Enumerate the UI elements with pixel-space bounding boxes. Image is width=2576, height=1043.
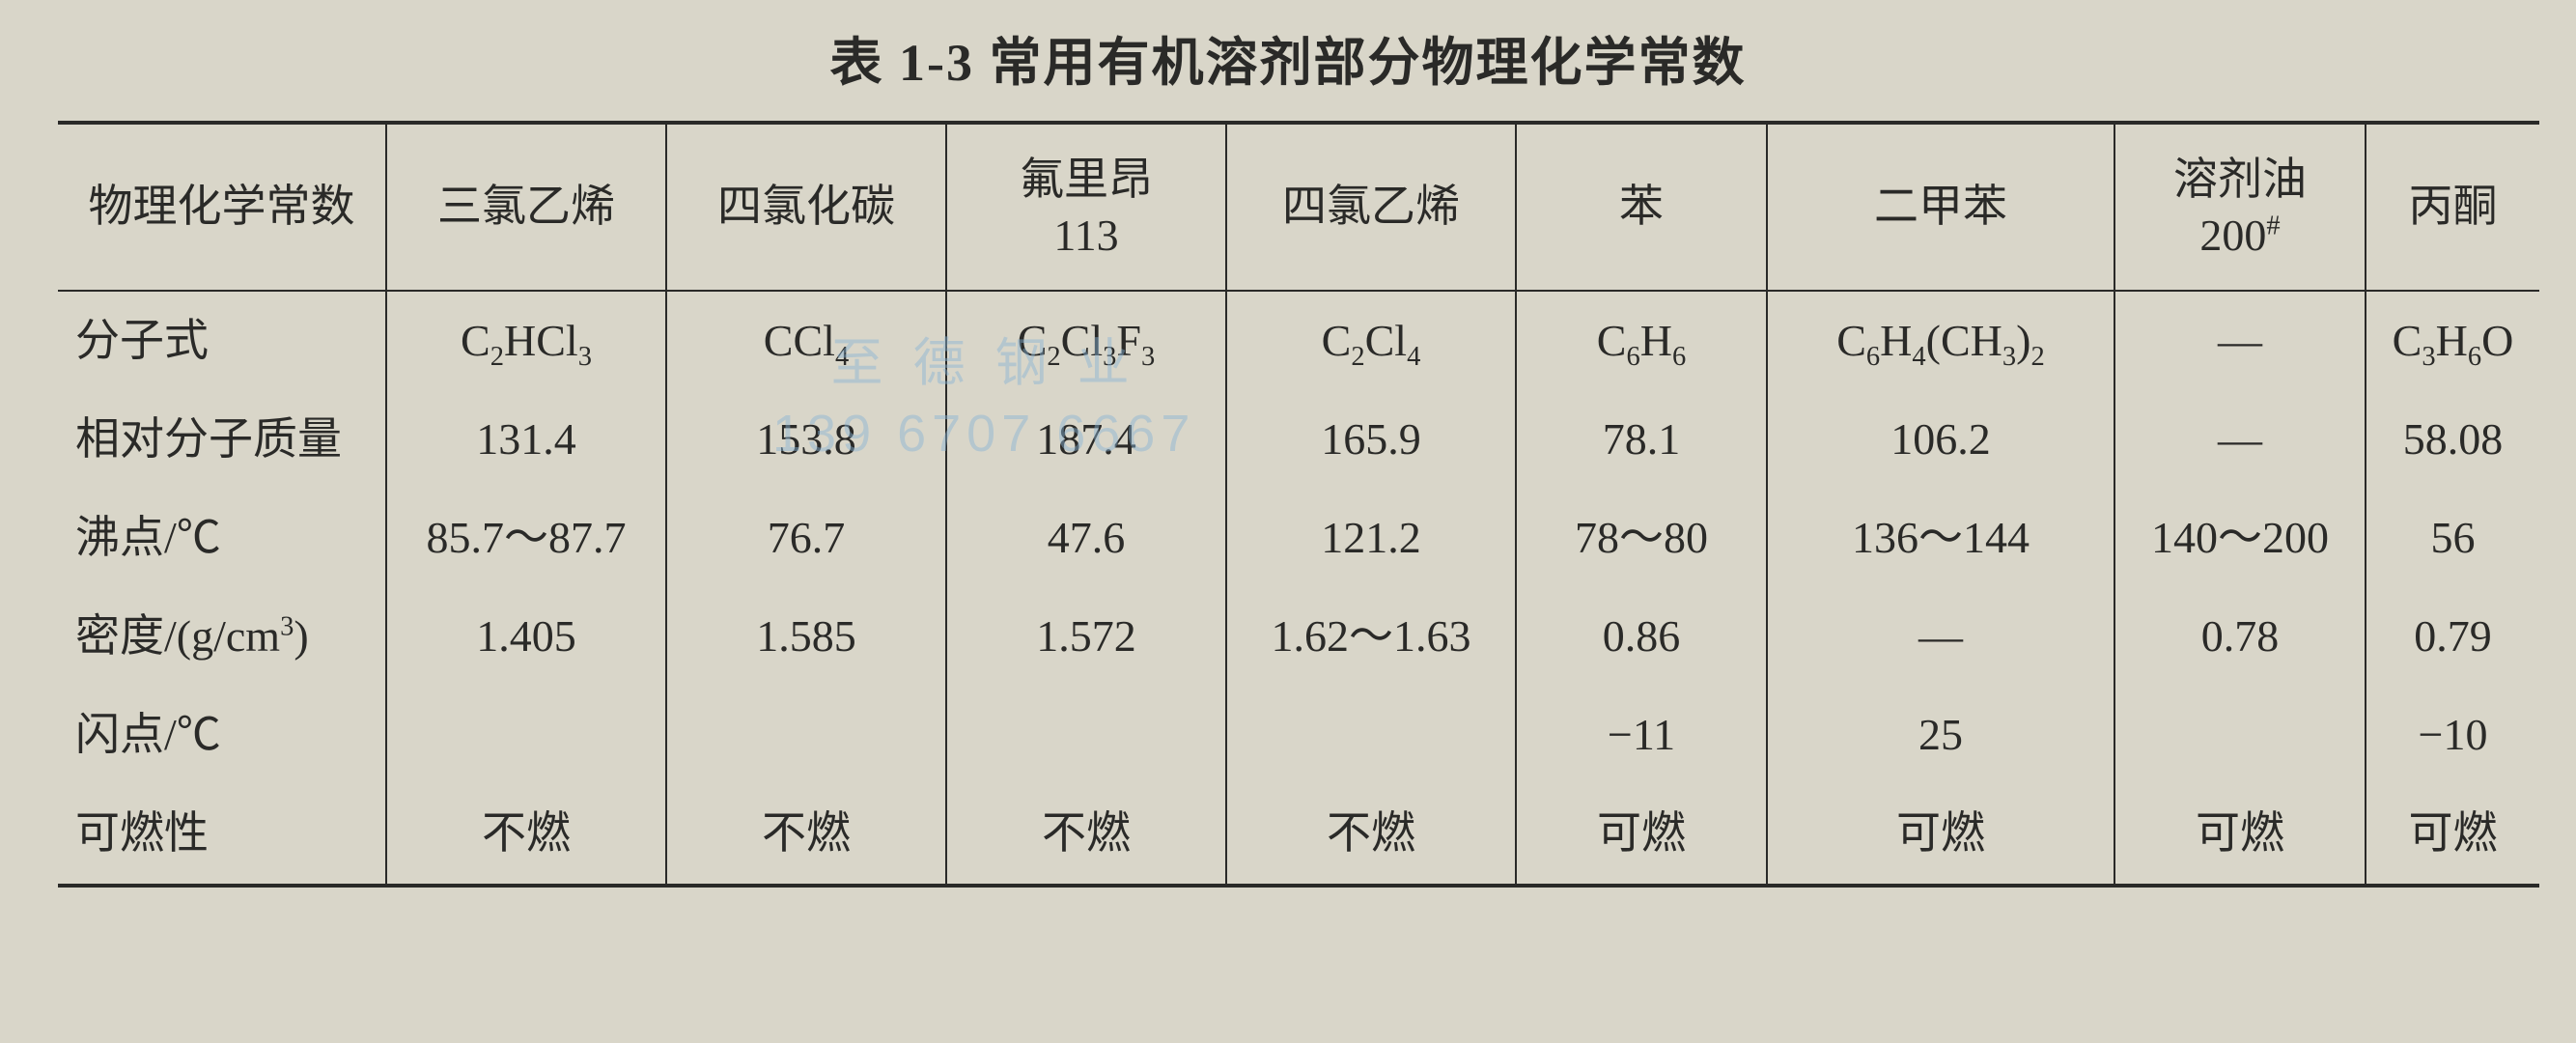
table-cell: 可燃 bbox=[2366, 784, 2539, 885]
table-cell bbox=[386, 686, 666, 784]
table-cell: C2Cl4 bbox=[1226, 291, 1516, 390]
table-cell bbox=[1226, 686, 1516, 784]
table-cell: 85.7～87.7 bbox=[386, 489, 666, 587]
table-cell: 47.6 bbox=[946, 489, 1226, 587]
col-header: 四氯乙烯 bbox=[1226, 123, 1516, 291]
table-row: 密度/(g/cm3)1.4051.5851.5721.62～1.630.86—0… bbox=[58, 587, 2539, 686]
table-row: 可燃性不燃不燃不燃不燃可燃可燃可燃可燃 bbox=[58, 784, 2539, 885]
table-cell: 78.1 bbox=[1516, 390, 1767, 489]
row-label: 分子式 bbox=[58, 291, 386, 390]
table-cell: C6H4(CH3)2 bbox=[1767, 291, 2114, 390]
table-cell: 78～80 bbox=[1516, 489, 1767, 587]
table-cell: CCl4 bbox=[666, 291, 946, 390]
table-cell: 140～200 bbox=[2114, 489, 2366, 587]
table-cell: 可燃 bbox=[1516, 784, 1767, 885]
table-row: 沸点/℃85.7～87.776.747.6121.278～80136～14414… bbox=[58, 489, 2539, 587]
table-cell: −11 bbox=[1516, 686, 1767, 784]
table-cell: 不燃 bbox=[386, 784, 666, 885]
table-cell: 1.62～1.63 bbox=[1226, 587, 1516, 686]
table-row: 分子式C2HCl3CCl4C2Cl3F3C2Cl4C6H6C6H4(CH3)2—… bbox=[58, 291, 2539, 390]
table-cell: 76.7 bbox=[666, 489, 946, 587]
table-cell: C2Cl3F3 bbox=[946, 291, 1226, 390]
table-cell: 0.78 bbox=[2114, 587, 2366, 686]
table-cell: C6H6 bbox=[1516, 291, 1767, 390]
col-header: 物理化学常数 bbox=[58, 123, 386, 291]
table-cell bbox=[2114, 686, 2366, 784]
table-cell: 25 bbox=[1767, 686, 2114, 784]
table-cell: C2HCl3 bbox=[386, 291, 666, 390]
row-label: 密度/(g/cm3) bbox=[58, 587, 386, 686]
table-cell: 56 bbox=[2366, 489, 2539, 587]
table-cell: 不燃 bbox=[666, 784, 946, 885]
col-header: 氟里昂113 bbox=[946, 123, 1226, 291]
table-cell: 106.2 bbox=[1767, 390, 2114, 489]
table-cell: 不燃 bbox=[1226, 784, 1516, 885]
table-cell: 153.8 bbox=[666, 390, 946, 489]
table-row: 相对分子质量131.4153.8187.4165.978.1106.2—58.0… bbox=[58, 390, 2539, 489]
row-label: 沸点/℃ bbox=[58, 489, 386, 587]
table-cell: 0.86 bbox=[1516, 587, 1767, 686]
table-cell: 1.405 bbox=[386, 587, 666, 686]
table-cell: 165.9 bbox=[1226, 390, 1516, 489]
table-cell: 可燃 bbox=[2114, 784, 2366, 885]
table-body: 分子式C2HCl3CCl4C2Cl3F3C2Cl4C6H6C6H4(CH3)2—… bbox=[58, 291, 2539, 886]
col-header: 二甲苯 bbox=[1767, 123, 2114, 291]
col-header: 三氯乙烯 bbox=[386, 123, 666, 291]
table-cell: C3H6O bbox=[2366, 291, 2539, 390]
table-cell: −10 bbox=[2366, 686, 2539, 784]
table-cell: 136～144 bbox=[1767, 489, 2114, 587]
table-cell: 1.572 bbox=[946, 587, 1226, 686]
table-cell: 可燃 bbox=[1767, 784, 2114, 885]
table-cell: — bbox=[2114, 291, 2366, 390]
table-cell: — bbox=[2114, 390, 2366, 489]
table-cell: 121.2 bbox=[1226, 489, 1516, 587]
table-cell bbox=[666, 686, 946, 784]
table-header-row: 物理化学常数 三氯乙烯 四氯化碳 氟里昂113 四氯乙烯 苯 二甲苯 溶剂油20… bbox=[58, 123, 2539, 291]
col-header: 丙酮 bbox=[2366, 123, 2539, 291]
col-header: 溶剂油200# bbox=[2114, 123, 2366, 291]
row-label: 可燃性 bbox=[58, 784, 386, 885]
table-title: 表 1-3 常用有机溶剂部分物理化学常数 bbox=[58, 19, 2518, 96]
table-cell: 1.585 bbox=[666, 587, 946, 686]
table-cell: 187.4 bbox=[946, 390, 1226, 489]
table-cell: 58.08 bbox=[2366, 390, 2539, 489]
table-cell: 131.4 bbox=[386, 390, 666, 489]
table-cell bbox=[946, 686, 1226, 784]
row-label: 闪点/℃ bbox=[58, 686, 386, 784]
table-cell: — bbox=[1767, 587, 2114, 686]
row-label: 相对分子质量 bbox=[58, 390, 386, 489]
table-cell: 不燃 bbox=[946, 784, 1226, 885]
table-cell: 0.79 bbox=[2366, 587, 2539, 686]
col-header: 苯 bbox=[1516, 123, 1767, 291]
solvent-properties-table: 物理化学常数 三氯乙烯 四氯化碳 氟里昂113 四氯乙烯 苯 二甲苯 溶剂油20… bbox=[58, 121, 2539, 888]
col-header: 四氯化碳 bbox=[666, 123, 946, 291]
table-row: 闪点/℃ −1125 −10 bbox=[58, 686, 2539, 784]
